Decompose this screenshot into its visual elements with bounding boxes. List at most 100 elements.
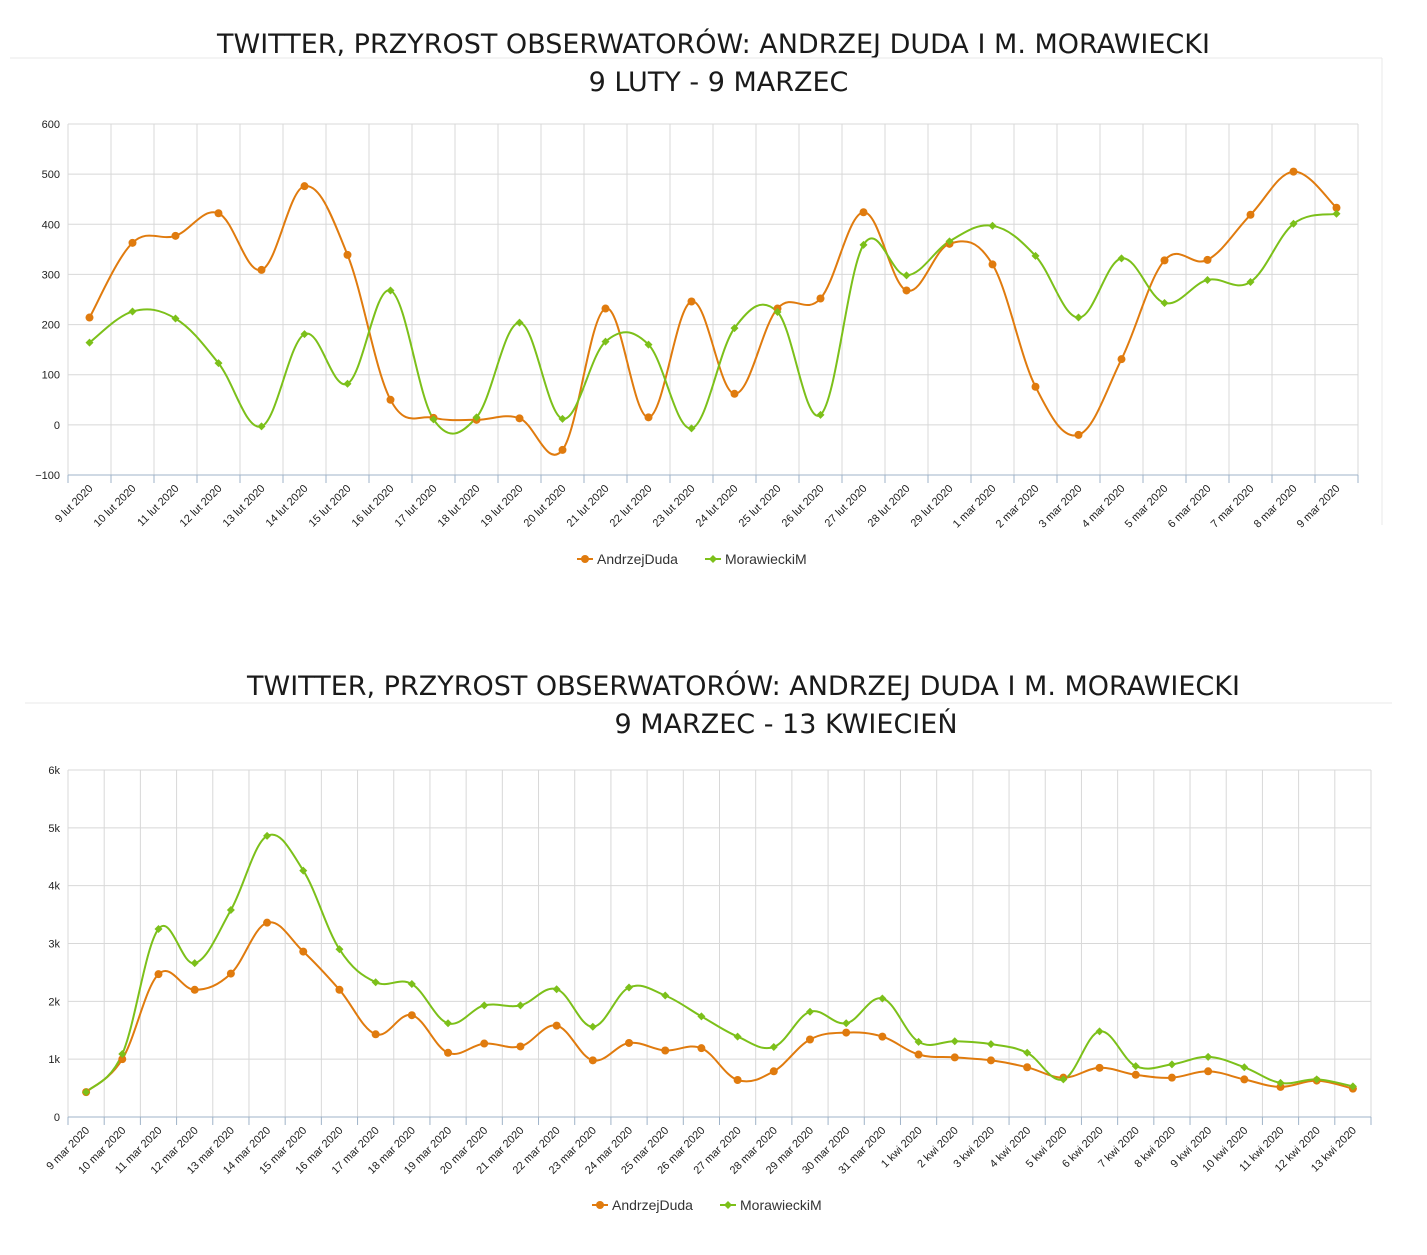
data-point-MorawieckiM	[1167, 1060, 1176, 1069]
legend-item-MorawieckiM[interactable]: MorawieckiM	[720, 1197, 822, 1213]
data-point-AndrzejDuda	[552, 1021, 561, 1030]
data-point-AndrzejDuda	[988, 260, 997, 269]
data-point-AndrzejDuda	[263, 918, 272, 927]
data-point-AndrzejDuda	[687, 297, 696, 306]
y-tick-label: 400	[42, 219, 60, 231]
data-point-MorawieckiM	[1031, 251, 1040, 260]
data-point-AndrzejDuda	[1131, 1070, 1140, 1079]
data-point-AndrzejDuda	[257, 265, 266, 274]
data-point-MorawieckiM	[429, 415, 438, 424]
y-tick-label: 600	[42, 119, 60, 131]
data-point-AndrzejDuda	[128, 238, 137, 247]
legend-item-AndrzejDuda[interactable]: AndrzejDuda	[592, 1197, 693, 1213]
y-tick-label: 4k	[48, 881, 60, 893]
data-point-AndrzejDuda	[730, 389, 739, 398]
data-point-AndrzejDuda	[335, 985, 344, 994]
data-point-MorawieckiM	[950, 1037, 959, 1046]
data-point-AndrzejDuda	[1332, 203, 1341, 212]
data-point-AndrzejDuda	[480, 1039, 489, 1048]
legend-item-MorawieckiM[interactable]: MorawieckiM	[705, 551, 807, 567]
legend-symbol	[581, 555, 589, 563]
y-tick-label: 500	[42, 169, 60, 181]
data-point-AndrzejDuda	[805, 1035, 814, 1044]
data-point-AndrzejDuda	[1117, 355, 1126, 364]
data-point-MorawieckiM	[988, 221, 997, 230]
data-point-AndrzejDuda	[171, 231, 180, 240]
data-point-MorawieckiM	[914, 1037, 923, 1046]
data-point-AndrzejDuda	[914, 1050, 923, 1059]
data-point-AndrzejDuda	[118, 1055, 127, 1064]
chart-2-legend: AndrzejDuda MorawieckiM	[592, 1197, 822, 1213]
data-point-AndrzejDuda	[1240, 1075, 1249, 1084]
data-point-MorawieckiM	[842, 1019, 851, 1028]
data-point-MorawieckiM	[1074, 313, 1083, 322]
data-point-AndrzejDuda	[154, 970, 163, 979]
data-point-MorawieckiM	[1289, 219, 1298, 228]
data-point-MorawieckiM	[118, 1049, 127, 1058]
y-tick-label: 5k	[48, 823, 60, 835]
legend-symbol	[709, 555, 717, 563]
data-point-AndrzejDuda	[1246, 210, 1255, 219]
data-point-AndrzejDuda	[902, 286, 911, 295]
data-point-MorawieckiM	[986, 1040, 995, 1049]
data-point-AndrzejDuda	[986, 1056, 995, 1065]
chart-1-title-line-2: 9 LUTY - 9 MARZEC	[588, 67, 849, 98]
data-point-AndrzejDuda	[1289, 167, 1298, 176]
data-point-AndrzejDuda	[407, 1011, 416, 1020]
data-point-MorawieckiM	[588, 1022, 597, 1031]
data-point-MorawieckiM	[687, 424, 696, 433]
data-point-AndrzejDuda	[300, 182, 309, 191]
data-point-MorawieckiM	[1160, 299, 1169, 308]
data-point-MorawieckiM	[1204, 1052, 1213, 1061]
data-point-MorawieckiM	[558, 414, 567, 423]
data-point-AndrzejDuda	[1203, 255, 1212, 264]
data-point-MorawieckiM	[661, 991, 670, 1000]
data-point-AndrzejDuda	[214, 209, 223, 218]
data-point-MorawieckiM	[769, 1043, 778, 1052]
data-point-MorawieckiM	[171, 314, 180, 323]
data-point-MorawieckiM	[85, 338, 94, 347]
y-tick-label: 200	[42, 320, 60, 332]
data-point-MorawieckiM	[154, 925, 163, 934]
data-point-AndrzejDuda	[816, 294, 825, 303]
data-point-MorawieckiM	[945, 237, 954, 246]
data-point-AndrzejDuda	[1167, 1073, 1176, 1082]
data-point-AndrzejDuda	[516, 1042, 525, 1051]
data-point-MorawieckiM	[1240, 1063, 1249, 1072]
data-point-AndrzejDuda	[769, 1067, 778, 1076]
data-point-MorawieckiM	[1348, 1082, 1357, 1091]
data-point-MorawieckiM	[902, 271, 911, 280]
data-point-MorawieckiM	[300, 330, 309, 339]
data-point-AndrzejDuda	[386, 395, 395, 404]
data-point-AndrzejDuda	[226, 969, 235, 978]
data-point-MorawieckiM	[263, 831, 272, 840]
data-point-MorawieckiM	[128, 307, 137, 316]
legend-label: AndrzejDuda	[612, 1197, 693, 1213]
data-point-MorawieckiM	[697, 1012, 706, 1021]
y-tick-label: 0	[54, 1112, 60, 1124]
chart-1-title-line-1: TWITTER, PRZYROST OBSERWATORÓW: ANDRZEJ …	[217, 29, 1210, 60]
data-point-MorawieckiM	[343, 379, 352, 388]
data-point-MorawieckiM	[1131, 1062, 1140, 1071]
data-point-MorawieckiM	[472, 413, 481, 422]
chart-2-title-line-1: TWITTER, PRZYROST OBSERWATORÓW: ANDRZEJ …	[247, 671, 1240, 702]
data-point-MorawieckiM	[1023, 1048, 1032, 1057]
data-point-MorawieckiM	[733, 1032, 742, 1041]
data-point-AndrzejDuda	[515, 414, 524, 423]
data-point-MorawieckiM	[226, 905, 235, 914]
data-point-AndrzejDuda	[85, 313, 94, 322]
legend-item-AndrzejDuda[interactable]: AndrzejDuda	[577, 551, 678, 567]
data-point-MorawieckiM	[1276, 1078, 1285, 1087]
data-point-MorawieckiM	[257, 422, 266, 431]
data-point-AndrzejDuda	[444, 1048, 453, 1057]
data-point-MorawieckiM	[859, 240, 868, 249]
data-point-AndrzejDuda	[878, 1032, 887, 1041]
data-point-AndrzejDuda	[1095, 1063, 1104, 1072]
data-point-MorawieckiM	[1059, 1075, 1068, 1084]
chart-1-legend: AndrzejDuda MorawieckiM	[577, 551, 807, 567]
data-point-AndrzejDuda	[644, 413, 653, 422]
data-point-MorawieckiM	[515, 318, 524, 327]
data-point-MorawieckiM	[1095, 1027, 1104, 1036]
data-point-MorawieckiM	[878, 994, 887, 1003]
